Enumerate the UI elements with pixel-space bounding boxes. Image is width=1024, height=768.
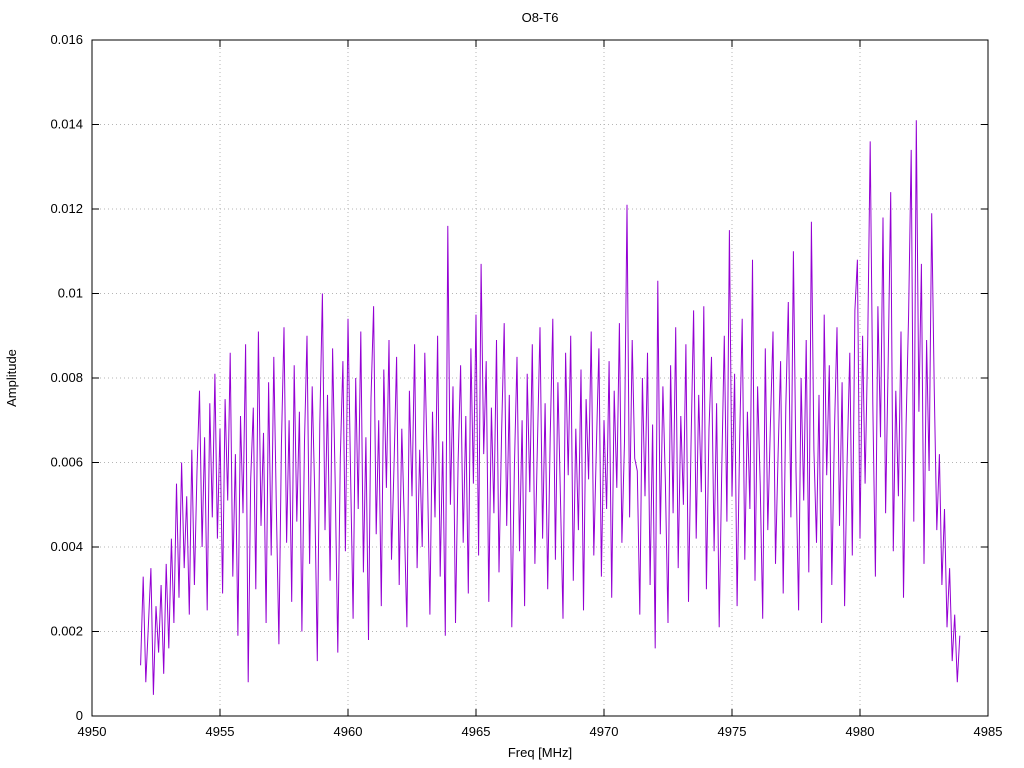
y-tick-label: 0.006 — [50, 455, 83, 470]
x-tick-label: 4955 — [206, 724, 235, 739]
grid — [91, 39, 989, 717]
chart-title: O8-T6 — [522, 10, 559, 25]
x-tick-label: 4985 — [974, 724, 1003, 739]
y-tick-label: 0.012 — [50, 201, 83, 216]
x-tick-labels: 4950 4955 4960 4965 4970 4975 4980 4985 — [78, 724, 1003, 739]
y-axis-label: Amplitude — [4, 349, 19, 407]
x-tick-label: 4970 — [590, 724, 619, 739]
y-tick-label: 0.016 — [50, 32, 83, 47]
x-tick-label: 4975 — [718, 724, 747, 739]
y-tick-label: 0.002 — [50, 624, 83, 639]
y-tick-labels: 0 0.002 0.004 0.006 0.008 0.01 0.012 0.014 0.016 — [50, 32, 83, 723]
y-tick-label: 0.008 — [50, 370, 83, 385]
y-tick-label: 0 — [76, 708, 83, 723]
x-tick-label: 4965 — [462, 724, 491, 739]
series-line — [140, 120, 961, 695]
y-tick-label: 0.014 — [50, 117, 83, 132]
x-tick-label: 4950 — [78, 724, 107, 739]
x-axis-label: Freq [MHz] — [508, 745, 572, 760]
y-tick-label: 0.004 — [50, 539, 83, 554]
y-tick-label: 0.01 — [58, 286, 83, 301]
x-tick-label: 4980 — [846, 724, 875, 739]
tick-marks — [91, 39, 989, 717]
x-tick-label: 4960 — [334, 724, 363, 739]
